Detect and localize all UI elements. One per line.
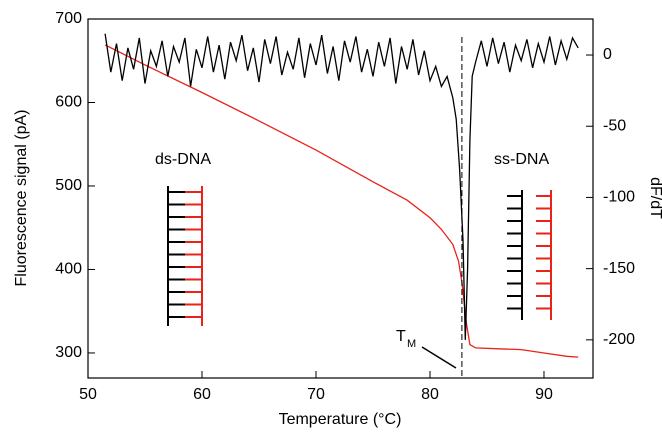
y-tick-label: 700 <box>55 10 82 27</box>
tm-subscript: M <box>407 338 416 350</box>
y2-tick-label: -50 <box>603 117 626 134</box>
ds-label: ds-DNA <box>155 151 211 168</box>
y2-tick-label: -200 <box>603 331 635 348</box>
tm-arrow <box>421 346 457 369</box>
x-tick-label: 50 <box>79 386 97 403</box>
ss-dna-icon <box>507 190 552 320</box>
series-line <box>104 33 579 340</box>
x-axis-label: Temperature (°C) <box>279 411 402 428</box>
y-tick-label: 500 <box>55 177 82 194</box>
y-axis-label: Fluorescence signal (pA) <box>13 110 30 287</box>
ds-dna-icon <box>167 186 203 326</box>
x-tick-label: 70 <box>307 386 325 403</box>
x-tick-label: 80 <box>421 386 439 403</box>
y2-axis-label: dF/dT <box>647 177 662 219</box>
series-line <box>104 44 579 358</box>
y-tick-label: 400 <box>55 261 82 278</box>
x-tick-label: 60 <box>193 386 211 403</box>
x-tick-label: 90 <box>535 386 553 403</box>
ss-label: ss-DNA <box>494 151 549 168</box>
y-tick-label: 300 <box>55 344 82 361</box>
tm-label: T <box>396 328 406 345</box>
y-tick-label: 600 <box>55 94 82 111</box>
y2-tick-label: 0 <box>603 46 612 63</box>
y2-tick-label: -150 <box>603 260 635 277</box>
y2-tick-label: -100 <box>603 189 635 206</box>
plot-frame <box>87 18 594 379</box>
